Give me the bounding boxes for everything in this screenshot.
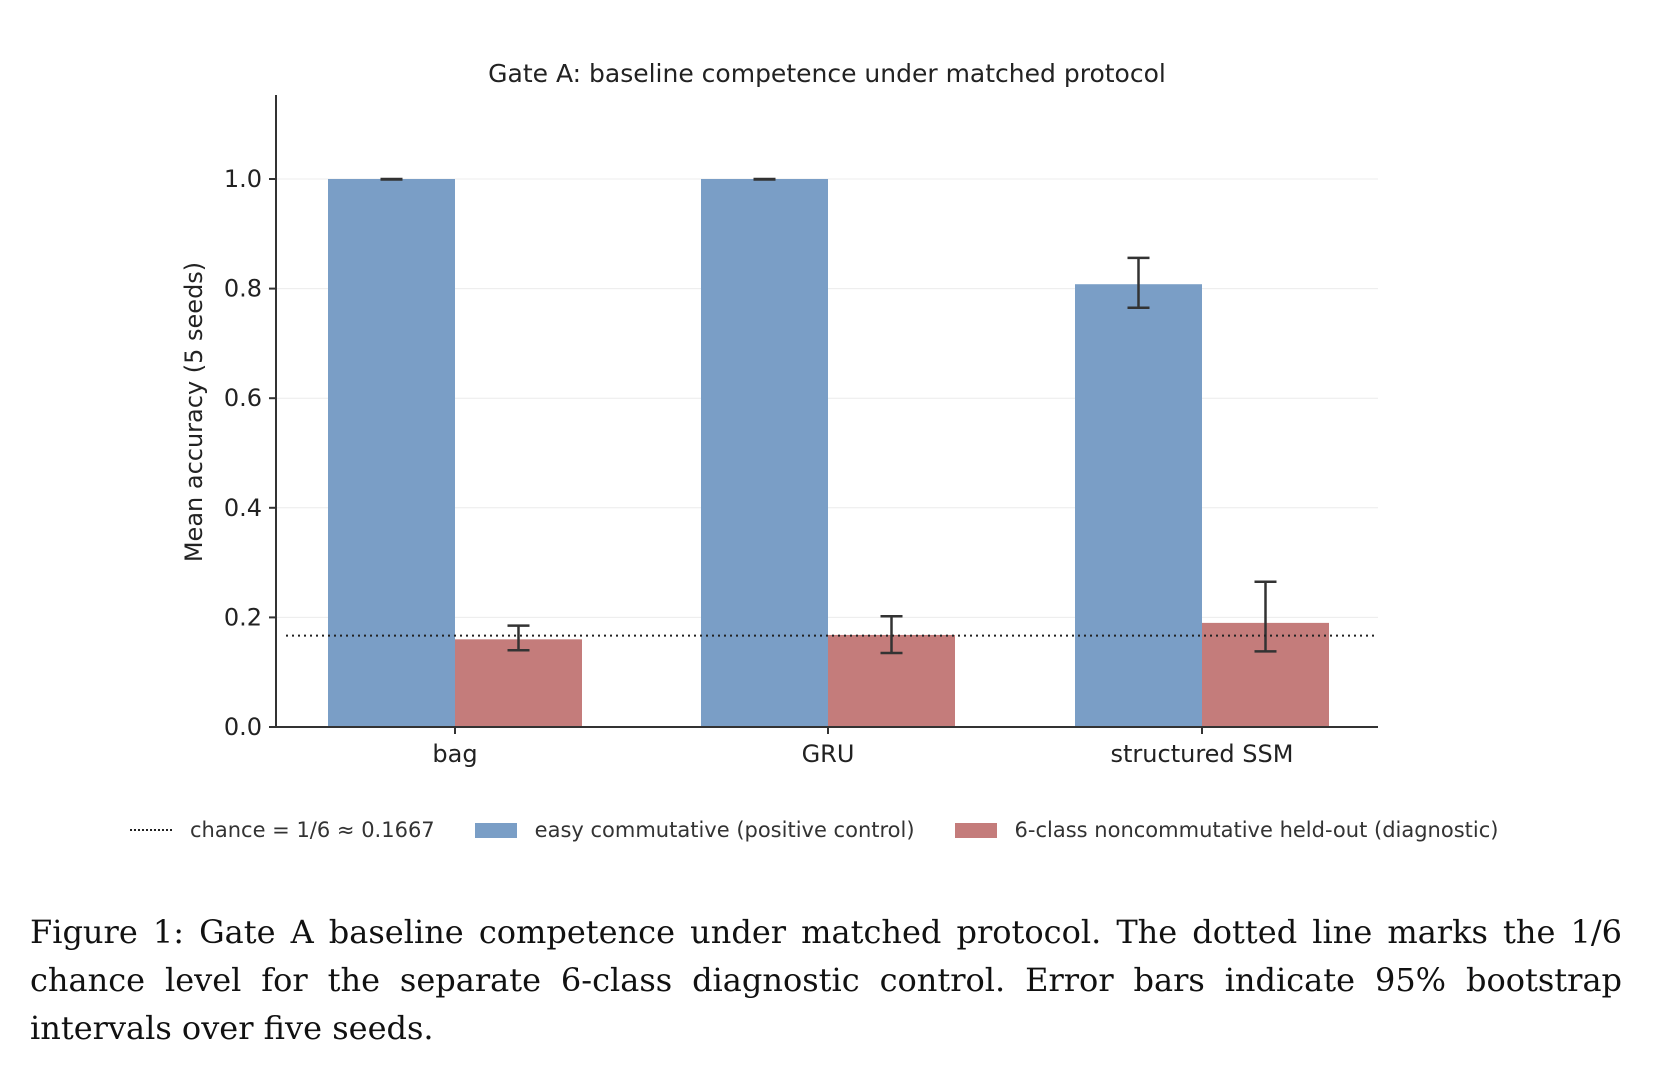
figure-caption: Figure 1: Gate A baseline competence und… [30, 913, 1622, 1047]
y-tick-label: 0.0 [224, 713, 262, 741]
legend-swatch-red [954, 822, 997, 838]
legend-item-easy-commutative: easy commutative (positive control) [474, 818, 915, 842]
y-tick-label: 1.0 [224, 165, 262, 193]
legend-item-noncommutative: 6-class noncommutative held-out (diagnos… [954, 818, 1499, 842]
dotted-line-swatch [130, 829, 172, 831]
bars [328, 179, 1329, 727]
legend-item-chance: chance = 1/6 ≈ 0.1667 [130, 818, 435, 842]
legend-label-chance: chance = 1/6 ≈ 0.1667 [190, 818, 435, 842]
y-tick-label: 0.2 [224, 603, 262, 631]
y-tick-label: 0.4 [224, 494, 262, 522]
error-bars [380, 177, 1277, 655]
x-tick-label: GRU [802, 740, 855, 768]
chart-canvas: 0.00.20.40.60.81.0 bag GRU structured SSM … [180, 59, 1378, 768]
legend-label-easy-commutative: easy commutative (positive control) [534, 818, 915, 842]
bar-noncommutative-bag [455, 639, 582, 727]
x-tick-label: bag [432, 740, 477, 768]
legend-swatch-blue [474, 822, 517, 838]
bar-easy-commutative-gru [701, 179, 828, 727]
legend: chance = 1/6 ≈ 0.1667 easy commutative (… [130, 812, 1550, 848]
y-axis-title: Mean accuracy (5 seeds) [180, 262, 208, 562]
x-tick-label: structured SSM [1111, 740, 1294, 768]
bar-easy-commutative-bag [328, 179, 455, 727]
y-ticks: 0.0 0.2 0.4 0.6 0.8 1.0 [224, 165, 276, 741]
y-tick-label: 0.6 [224, 384, 262, 412]
bar-easy-commutative-structured-ssm [1075, 284, 1202, 727]
legend-label-noncommutative: 6-class noncommutative held-out (diagnos… [1014, 818, 1499, 842]
chart-title: Gate A: baseline competence under matche… [488, 59, 1166, 88]
x-ticks: bag GRU structured SSM [432, 727, 1293, 768]
y-tick-label: 0.8 [224, 275, 262, 303]
